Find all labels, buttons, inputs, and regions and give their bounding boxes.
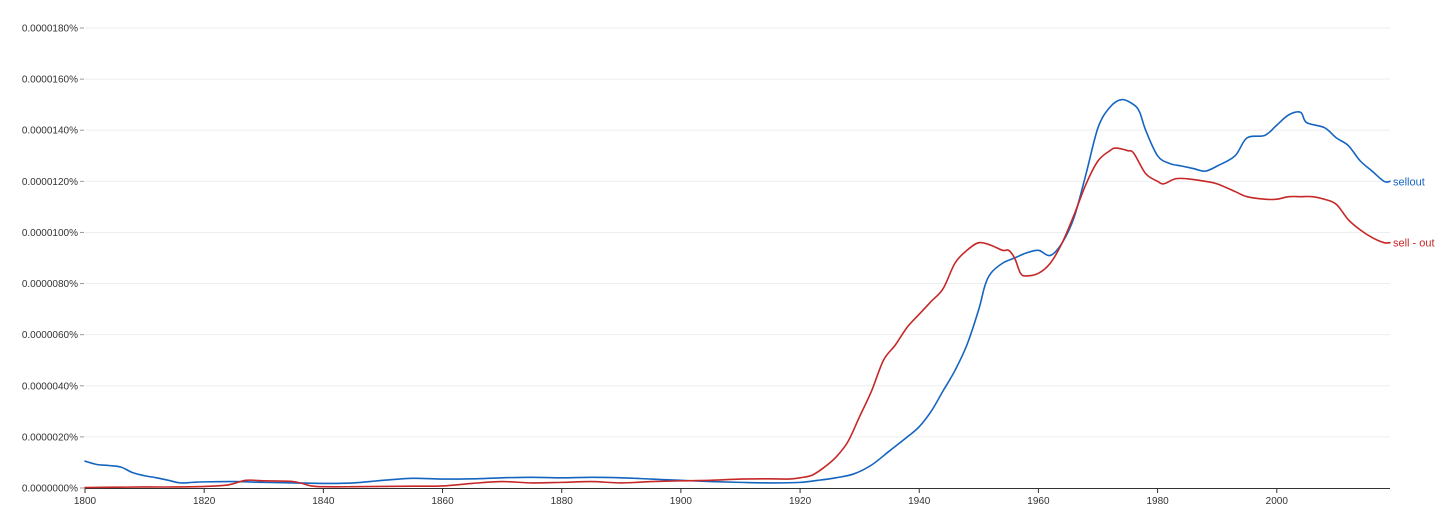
series-line-sell-out[interactable] (84, 147, 1391, 489)
series-label[interactable]: sell - out (1393, 238, 1435, 250)
axes: 0.0000000% 0.0000020% 0.0000040% 0.0000060%… (22, 24, 1390, 507)
x-tick-label: 1840 (312, 496, 335, 507)
x-tick-label: 1800 (74, 496, 97, 507)
y-tick-label: 0.0000100% (22, 228, 78, 239)
x-tick-label: 1920 (789, 496, 812, 507)
y-tick-label: 0.0000160% (22, 75, 78, 86)
y-tick-label: 0.0000140% (22, 126, 78, 137)
x-tick-label: 1940 (908, 496, 931, 507)
series-line-sellout[interactable] (84, 98, 1391, 485)
x-tick-label: 1900 (670, 496, 693, 507)
x-tick-label: 1960 (1027, 496, 1050, 507)
y-tick-label: 0.0000020% (22, 432, 78, 443)
gridlines (85, 27, 1390, 438)
y-tick-label: 0.0000080% (22, 279, 78, 290)
x-tick-label: 1880 (551, 496, 574, 507)
x-tick-label: 1980 (1146, 496, 1169, 507)
x-tick-label: 2000 (1266, 496, 1289, 507)
y-tick-label: 0.0000040% (22, 381, 78, 392)
x-tick-label: 1860 (431, 496, 454, 507)
y-tick-label: 0.0000060% (22, 330, 78, 341)
series-lines (84, 98, 1391, 489)
series-label[interactable]: sellout (1393, 176, 1425, 188)
x-tick-label: 1820 (193, 496, 216, 507)
y-tick-label: 0.0000120% (22, 177, 78, 188)
series-labels: sellout sell - out (1393, 176, 1435, 249)
y-tick-label: 0.0000000% (22, 484, 78, 495)
y-tick-label: 0.0000180% (22, 24, 78, 35)
